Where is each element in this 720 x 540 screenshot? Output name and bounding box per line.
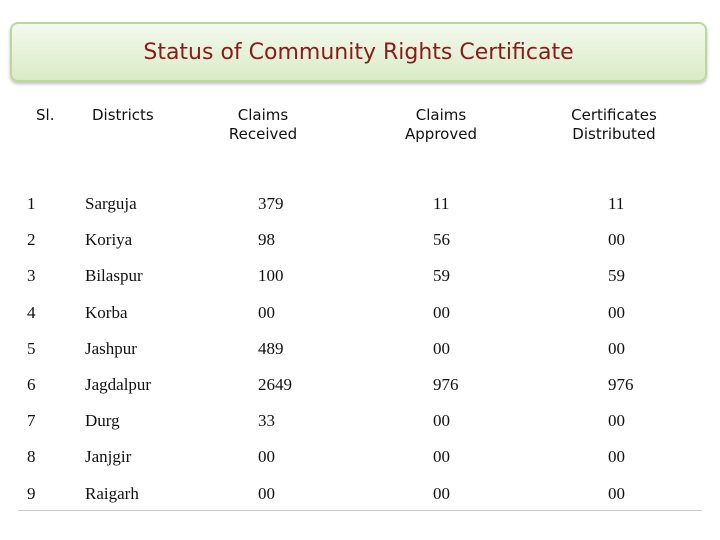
distributed-cell: 00	[608, 411, 625, 431]
approved-cell: 976	[433, 375, 459, 394]
district-cell: Sarguja	[85, 194, 137, 213]
distributed-cell: 00	[608, 338, 625, 358]
sl-cell: 1	[27, 194, 36, 213]
distributed-header: Certificates Distributed	[571, 106, 657, 143]
received-cell: 00	[258, 483, 275, 503]
district-cell: Korba	[85, 302, 128, 322]
approved-cell: 00	[433, 483, 450, 503]
sl-cell: 5	[27, 338, 36, 358]
distributed-cell: 00	[608, 447, 625, 467]
received-cell: 379	[258, 194, 284, 213]
received-cell: 00	[258, 447, 275, 467]
approved-cell: 00	[433, 411, 450, 431]
received-cell: 33	[258, 411, 275, 431]
districts-header: Districts	[92, 106, 154, 124]
approved-cell: 59	[433, 266, 450, 286]
sl-header: Sl.	[36, 106, 55, 124]
district-cell: Bilaspur	[85, 266, 143, 286]
district-cell: Jagdalpur	[85, 375, 152, 394]
received-cell: 98	[258, 230, 275, 250]
sl-cell: 7	[27, 411, 36, 431]
received-cell: 00	[258, 302, 275, 322]
sl-cell: 8	[27, 447, 36, 467]
distributed-cell: 11	[608, 194, 625, 213]
district-cell: Raigarh	[85, 483, 139, 503]
received-cell: 2649	[258, 375, 292, 394]
approved-cell: 56	[433, 230, 450, 250]
title: Status of Community Rights Certificate	[143, 39, 574, 65]
sl-cell: 9	[27, 483, 36, 503]
sl-cell: 6	[27, 375, 36, 394]
distributed-cell: 00	[608, 483, 625, 503]
distributed-cell: 976	[608, 375, 634, 394]
district-cell: Durg	[85, 411, 120, 431]
approved-header: Claims Approved	[405, 106, 477, 143]
received-cell: 489	[258, 338, 284, 358]
received-cell: 100	[258, 266, 284, 286]
distributed-cell: 00	[608, 302, 625, 322]
approved-cell: 00	[433, 447, 450, 467]
approved-cell: 00	[433, 338, 450, 358]
district-cell: Janjgir	[85, 447, 132, 467]
approved-cell: 00	[433, 302, 450, 322]
title-banner: Status of Community Rights Certificate	[10, 22, 707, 82]
bottom-rule	[18, 510, 702, 511]
district-cell: Koriya	[85, 230, 133, 250]
approved-cell: 11	[433, 194, 450, 213]
distributed-cell: 00	[608, 230, 625, 250]
sl-cell: 4	[27, 302, 36, 322]
district-cell: Jashpur	[85, 338, 137, 358]
received-header: Claims Received	[228, 106, 298, 143]
distributed-cell: 59	[608, 266, 625, 286]
sl-cell: 2	[27, 230, 36, 250]
sl-cell: 3	[27, 266, 36, 286]
